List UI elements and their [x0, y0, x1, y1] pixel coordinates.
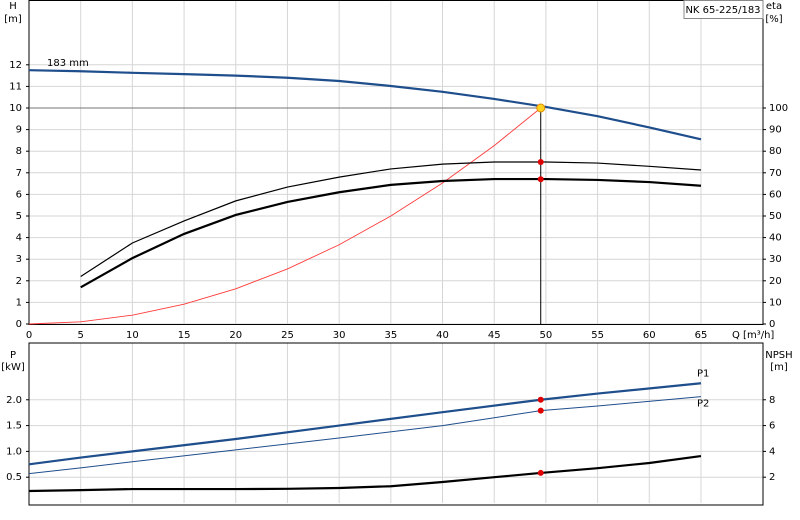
x-tick-label: 50: [540, 330, 553, 341]
y-tick-label: 6: [16, 189, 22, 200]
y-tick-label: 1: [16, 297, 22, 308]
x-tick-label: 35: [384, 330, 397, 341]
y-tick-label: 0.5: [6, 472, 22, 483]
duty-dot: [537, 396, 544, 403]
y-tick-label: 12: [9, 60, 22, 71]
y-axis-label: H: [9, 1, 17, 12]
x-tick-label: 55: [591, 330, 604, 341]
y2-tick-label: 100: [769, 103, 788, 114]
duty-point: [536, 103, 546, 113]
curve: [80, 177, 702, 289]
y-tick-label: 8: [16, 146, 22, 157]
y2-tick-label: 90: [769, 125, 782, 136]
bottom-grid: [28, 343, 763, 503]
x-tick-label: 15: [178, 330, 191, 341]
y-tick-label: 2.0: [6, 395, 22, 406]
y2-tick-label: 50: [769, 211, 782, 222]
legend-box: [683, 0, 764, 19]
curve: [28, 382, 702, 466]
series-label: P1: [697, 368, 709, 379]
y2-axis-label: eta: [766, 1, 782, 12]
y-tick-label: 3: [16, 254, 22, 265]
y-tick-label: 10: [9, 103, 22, 114]
y-tick-label: 5: [16, 211, 22, 222]
x-tick-label: 60: [643, 330, 656, 341]
x-tick-label: 20: [229, 330, 242, 341]
bottom-plot-frame: [28, 342, 764, 506]
x-tick-label: 45: [488, 330, 501, 341]
y2-tick-label: 20: [769, 276, 782, 287]
y2-tick-label: 6: [769, 421, 775, 432]
curve: [80, 161, 702, 277]
series-label: 183 mm: [47, 58, 89, 69]
y2-tick-label: 4: [769, 446, 775, 457]
y2-tick-label: 60: [769, 189, 782, 200]
y-tick-label: 11: [9, 81, 22, 92]
y-tick-label: 7: [16, 168, 22, 179]
x-tick-label: 25: [281, 330, 294, 341]
x-tick-label: 30: [333, 330, 346, 341]
y2-axis-unit: [m]: [770, 362, 788, 373]
y-axis-unit: [kW]: [1, 362, 25, 373]
duty-dot: [537, 407, 544, 414]
curve: [28, 454, 702, 493]
x-tick-label: 65: [695, 330, 708, 341]
y-tick-label: 0: [16, 319, 22, 330]
top-plot-frame: [28, 0, 764, 325]
y-tick-label: 1.0: [6, 446, 22, 457]
duty-dot: [537, 159, 544, 165]
x-tick-label: 10: [126, 330, 139, 341]
curve: [28, 107, 542, 325]
x-tick-label: 40: [436, 330, 449, 341]
y2-tick-label: 40: [769, 233, 782, 244]
y-axis-unit: [m]: [4, 14, 22, 25]
y-tick-label: 4: [16, 233, 22, 244]
series-label: P2: [697, 399, 709, 410]
y2-axis-unit: [%]: [765, 14, 782, 25]
duty-dot: [537, 469, 544, 476]
x-axis-label: Q [m³/h]: [732, 330, 774, 341]
y2-tick-label: 8: [769, 395, 775, 406]
duty-dot: [537, 176, 544, 183]
y2-axis-label: NPSH: [765, 350, 792, 361]
y-tick-label: 1.5: [6, 421, 22, 432]
y2-tick-label: 80: [769, 146, 782, 157]
y-tick-label: 9: [16, 125, 22, 136]
y2-tick-label: 0: [769, 319, 775, 330]
x-tick-label: 0: [26, 330, 32, 341]
y2-tick-label: 70: [769, 168, 782, 179]
legend-text: NK 65-225/183: [685, 5, 760, 16]
curve: [28, 396, 702, 475]
y-axis-label: P: [10, 350, 16, 361]
x-tick-label: 5: [78, 330, 84, 341]
y2-tick-label: 10: [769, 297, 782, 308]
y2-tick-label: 2: [769, 472, 775, 483]
y2-tick-label: 30: [769, 254, 782, 265]
y-tick-label: 2: [16, 276, 22, 287]
curve: [28, 69, 702, 141]
